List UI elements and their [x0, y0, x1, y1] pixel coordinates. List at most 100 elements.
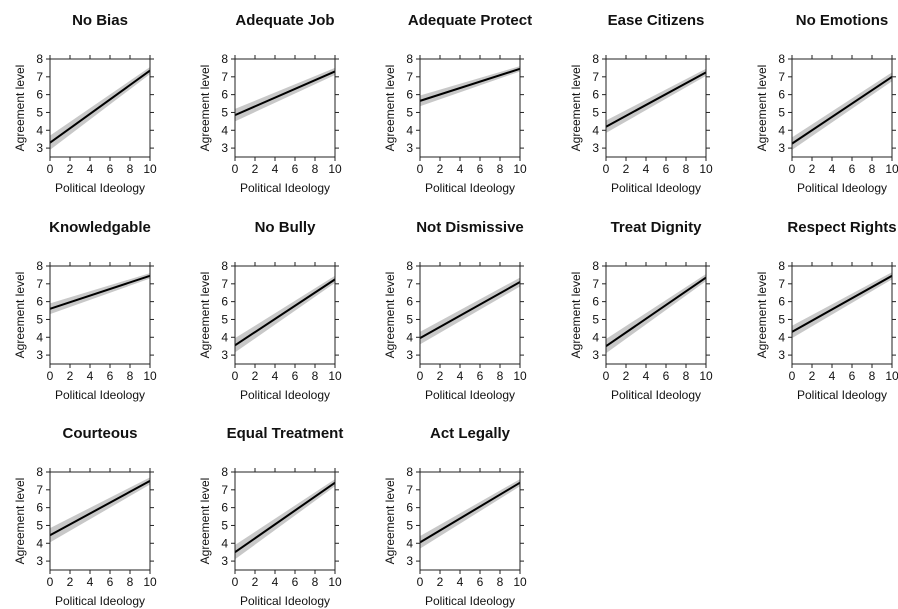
y-tick-label: 5 — [406, 518, 413, 532]
y-axis-label: Agreement level — [198, 65, 212, 152]
panel-title: Act Legally — [430, 425, 511, 442]
confidence-band — [50, 477, 150, 543]
y-tick-label: 8 — [778, 259, 785, 273]
confidence-band — [606, 68, 706, 133]
x-tick-label: 8 — [683, 162, 690, 176]
y-tick-label: 4 — [221, 123, 228, 137]
plot-frame — [791, 58, 893, 158]
y-tick-label: 6 — [406, 295, 413, 309]
x-tick-label: 2 — [252, 575, 259, 589]
x-axis-label: Political Ideology — [425, 388, 515, 402]
y-tick-label: 5 — [778, 105, 785, 119]
y-tick-label: 3 — [36, 554, 43, 568]
x-tick-label: 4 — [829, 369, 836, 383]
y-tick-label: 3 — [221, 554, 228, 568]
y-tick-label: 6 — [406, 88, 413, 102]
y-tick-label: 6 — [36, 295, 43, 309]
y-tick-label: 5 — [36, 518, 43, 532]
y-tick-label: 8 — [406, 259, 413, 273]
y-tick-label: 4 — [221, 536, 228, 550]
y-tick-label: 6 — [592, 88, 599, 102]
x-tick-label: 6 — [477, 369, 484, 383]
x-tick-label: 8 — [312, 162, 319, 176]
y-tick-label: 5 — [36, 312, 43, 326]
y-tick-label: 4 — [406, 536, 413, 550]
x-tick-label: 6 — [292, 575, 299, 589]
x-tick-label: 0 — [417, 369, 424, 383]
y-tick-label: 7 — [36, 483, 43, 497]
x-axis-label: Political Ideology — [240, 388, 330, 402]
y-axis-label: Agreement level — [13, 65, 27, 152]
x-tick-label: 4 — [457, 369, 464, 383]
y-tick-label: 8 — [221, 52, 228, 66]
y-tick-label: 4 — [778, 123, 785, 137]
confidence-band — [235, 67, 335, 122]
panel-title: Not Dismissive — [416, 219, 524, 236]
y-tick-label: 3 — [406, 141, 413, 155]
y-tick-label: 4 — [36, 330, 43, 344]
y-tick-label: 3 — [406, 348, 413, 362]
y-tick-label: 6 — [36, 501, 43, 515]
x-tick-label: 6 — [107, 575, 114, 589]
x-tick-label: 10 — [328, 369, 342, 383]
x-tick-label: 4 — [272, 575, 279, 589]
x-tick-label: 4 — [87, 575, 94, 589]
x-axis-label: Political Ideology — [797, 181, 887, 195]
x-tick-label: 6 — [292, 369, 299, 383]
fit-line — [49, 274, 151, 310]
plot-frame — [419, 265, 521, 365]
x-tick-label: 10 — [328, 162, 342, 176]
y-tick-label: 5 — [221, 518, 228, 532]
y-tick-label: 5 — [592, 312, 599, 326]
y-tick-label: 8 — [221, 259, 228, 273]
x-tick-label: 10 — [143, 369, 157, 383]
plot-frame — [234, 471, 336, 571]
panel-title: Treat Dignity — [611, 219, 703, 236]
x-tick-label: 0 — [47, 162, 54, 176]
y-tick-label: 6 — [592, 295, 599, 309]
x-tick-label: 0 — [232, 369, 239, 383]
y-tick-label: 4 — [36, 536, 43, 550]
x-tick-label: 8 — [497, 369, 504, 383]
x-tick-label: 10 — [885, 162, 898, 176]
y-tick-label: 3 — [406, 554, 413, 568]
confidence-band — [235, 275, 335, 353]
plot-frame — [419, 58, 521, 158]
x-tick-label: 10 — [513, 162, 527, 176]
y-tick-label: 8 — [406, 52, 413, 66]
y-tick-label: 3 — [592, 141, 599, 155]
y-tick-label: 7 — [778, 277, 785, 291]
plot-frame — [49, 265, 151, 365]
x-tick-label: 0 — [417, 162, 424, 176]
y-tick-label: 6 — [221, 501, 228, 515]
y-tick-label: 7 — [778, 70, 785, 84]
y-tick-label: 4 — [592, 123, 599, 137]
x-tick-label: 10 — [699, 369, 713, 383]
x-axis-label: Political Ideology — [240, 594, 330, 608]
panel-title: Adequate Job — [235, 12, 334, 29]
x-tick-label: 8 — [312, 575, 319, 589]
confidence-band — [50, 67, 150, 150]
y-tick-label: 7 — [221, 277, 228, 291]
x-tick-label: 4 — [643, 162, 650, 176]
x-tick-label: 10 — [143, 575, 157, 589]
y-tick-label: 4 — [592, 330, 599, 344]
x-tick-label: 4 — [457, 162, 464, 176]
x-tick-label: 0 — [789, 369, 796, 383]
x-tick-label: 0 — [603, 162, 610, 176]
y-tick-label: 3 — [221, 141, 228, 155]
plot-frame — [49, 58, 151, 158]
y-tick-label: 6 — [221, 295, 228, 309]
y-axis-label: Agreement level — [383, 272, 397, 359]
plot-frame — [234, 58, 336, 158]
fit-line — [234, 70, 336, 117]
y-axis-label: Agreement level — [755, 65, 769, 152]
y-tick-label: 7 — [221, 70, 228, 84]
x-axis-label: Political Ideology — [797, 388, 887, 402]
panel-title: Courteous — [63, 425, 138, 442]
